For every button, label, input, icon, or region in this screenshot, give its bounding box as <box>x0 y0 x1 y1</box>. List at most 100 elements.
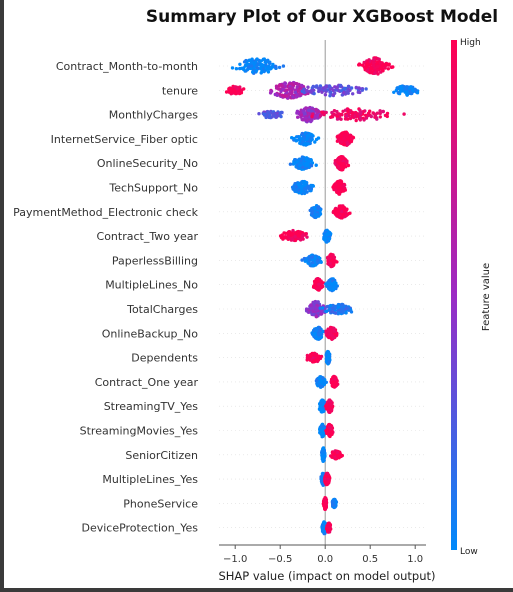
shap-point <box>341 161 346 166</box>
shap-point <box>329 115 334 119</box>
shap-point <box>346 84 351 89</box>
shap-point <box>280 233 284 237</box>
shap-point <box>330 282 334 286</box>
shap-point <box>311 258 315 262</box>
shap-point <box>300 131 304 136</box>
shap-point <box>339 310 344 314</box>
shap-point <box>323 88 327 92</box>
shap-point <box>296 236 300 241</box>
shap-point <box>337 166 341 170</box>
x-tick-label: 0.5 <box>362 554 378 565</box>
shap-point <box>314 107 318 112</box>
shap-point <box>293 238 298 243</box>
shap-point <box>310 109 314 113</box>
shap-point <box>241 67 246 72</box>
shap-point <box>315 212 319 217</box>
shap-point <box>335 450 340 455</box>
shap-point <box>321 376 325 380</box>
shap-point <box>304 166 309 170</box>
shap-point <box>311 261 315 265</box>
feature-label: StreamingTV_Yes <box>104 400 199 413</box>
shap-point <box>283 231 288 235</box>
shap-point <box>292 162 296 166</box>
feature-row: PhoneService <box>123 496 426 511</box>
shap-point <box>336 189 341 193</box>
shap-point <box>274 115 278 119</box>
shap-point <box>323 236 327 240</box>
shap-point <box>293 81 297 86</box>
shap-point <box>378 109 382 113</box>
shap-point <box>317 354 321 359</box>
shap-point <box>331 380 336 384</box>
shap-point <box>269 89 274 94</box>
shap-point <box>273 64 278 69</box>
shap-point <box>309 303 313 307</box>
shap-point <box>339 186 343 191</box>
shap-point <box>316 205 321 209</box>
shap-point <box>288 86 293 91</box>
shap-point <box>299 110 303 114</box>
shap-point <box>343 134 347 138</box>
shap-point <box>331 503 335 507</box>
colorbar-title: Feature value <box>481 263 492 331</box>
shap-point <box>335 117 340 121</box>
shap-point <box>302 90 306 95</box>
feature-row: SeniorCitizen <box>125 446 426 463</box>
shap-point <box>326 477 330 481</box>
shap-point <box>306 184 311 188</box>
feature-label: TechSupport_No <box>108 182 198 195</box>
feature-row: MultipleLines_No <box>105 277 426 293</box>
shap-point <box>328 405 333 409</box>
shap-point <box>342 86 346 91</box>
shap-point <box>314 314 319 319</box>
shap-point <box>302 88 306 92</box>
shap-point <box>375 64 380 69</box>
shap-point <box>319 401 324 405</box>
shap-point <box>262 112 267 117</box>
shap-point <box>331 310 335 314</box>
shap-point <box>320 429 324 433</box>
shap-point <box>292 136 296 141</box>
shap-point <box>357 87 362 91</box>
shap-point <box>273 92 277 97</box>
shap-point <box>294 139 299 143</box>
shap-point <box>268 61 272 65</box>
shap-point <box>336 156 340 161</box>
shap-point <box>323 85 328 89</box>
shap-point <box>264 115 268 120</box>
shap-point <box>326 256 330 261</box>
shap-point <box>320 90 324 94</box>
shap-point <box>318 329 322 333</box>
shap-point <box>303 111 307 116</box>
shap-point <box>323 497 327 502</box>
shap-point <box>337 179 341 184</box>
shap-point <box>270 115 274 119</box>
shap-point <box>356 90 360 94</box>
shap-point <box>292 187 297 192</box>
shap-point <box>296 115 300 119</box>
shap-point <box>297 82 301 87</box>
feature-label: StreamingMovies_Yes <box>80 425 199 438</box>
shap-point <box>362 118 366 122</box>
shap-point <box>376 72 380 76</box>
feature-label: OnlineSecurity_No <box>97 157 198 170</box>
shap-point <box>340 167 344 172</box>
shap-point <box>285 94 289 98</box>
shap-point <box>364 113 368 118</box>
shap-point <box>373 115 377 119</box>
shap-point <box>358 63 362 67</box>
shap-point <box>302 136 306 141</box>
shap-point <box>254 68 259 73</box>
shap-point <box>325 403 329 407</box>
shap-point <box>337 138 341 143</box>
chart-frame: Summary Plot of Our XGBoost Model Contra… <box>4 0 513 588</box>
shap-point <box>336 302 341 307</box>
shap-point <box>261 63 266 68</box>
feature-row: PaymentMethod_Electronic check <box>13 204 426 220</box>
shap-point <box>328 522 332 527</box>
shap-point <box>260 70 264 74</box>
feature-row: DeviceProtection_Yes <box>81 520 426 536</box>
shap-point <box>303 186 307 191</box>
shap-point <box>296 182 301 187</box>
shap-point <box>333 305 337 309</box>
